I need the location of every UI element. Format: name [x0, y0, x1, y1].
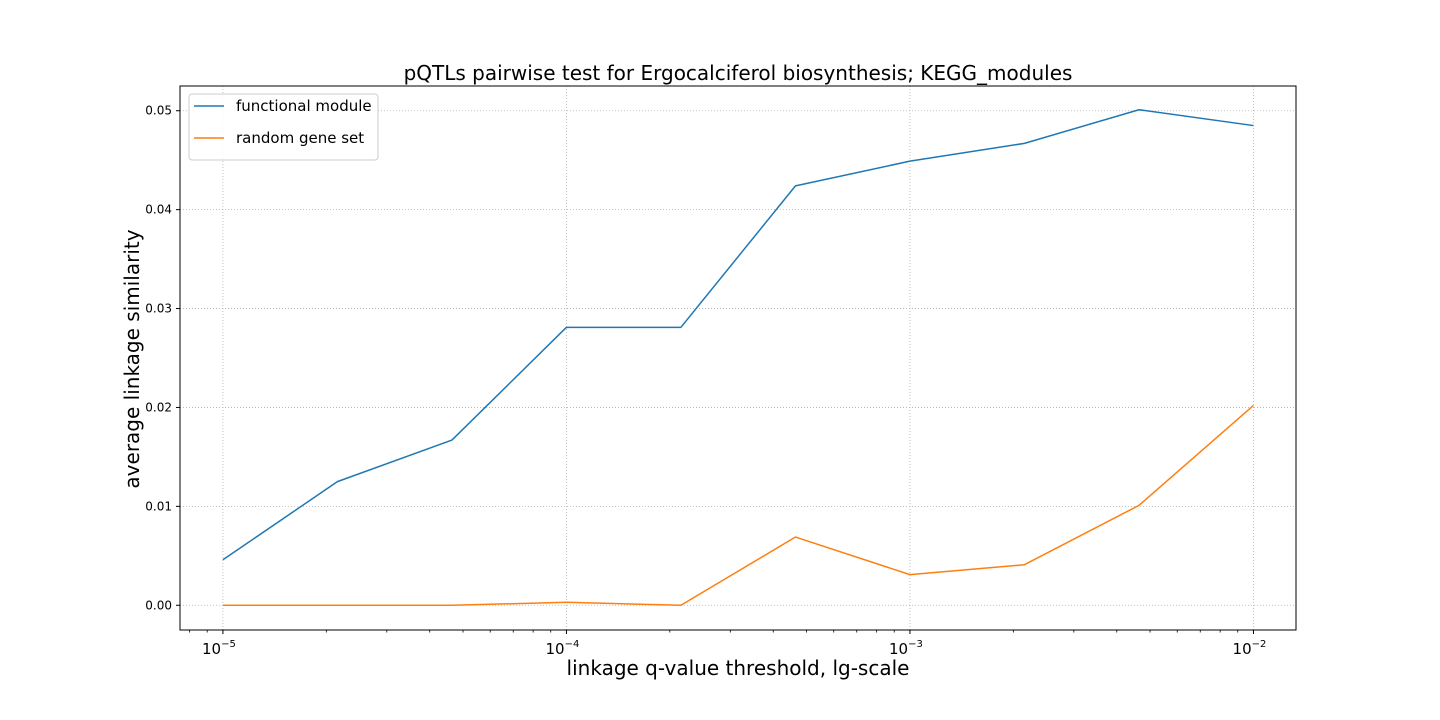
x-tick-label: 10−3	[889, 639, 923, 658]
legend-box	[188, 93, 379, 161]
series-line-1	[222, 108, 1254, 561]
y-axis-label: average linkage similarity	[120, 229, 144, 488]
y-tick-label: 0.03	[145, 302, 172, 316]
y-tick-label: 0.05	[145, 104, 172, 118]
legend-label-1: functional module	[236, 97, 372, 115]
y-tick-label: 0.01	[145, 499, 172, 513]
x-tick-label: 10−4	[546, 639, 580, 658]
chart-title: pQTLs pairwise test for Ergocalciferol b…	[404, 61, 1073, 85]
y-tick-label: 0.02	[145, 400, 172, 414]
x-tick-label: 10−2	[1233, 639, 1267, 658]
axes-frame	[179, 85, 1297, 631]
x-axis-label: linkage q-value threshold, lg-scale	[567, 656, 910, 680]
y-tick-label: 0.00	[145, 598, 172, 612]
plot-area: 0.00 0.01 0.02 0.03 0.04 0.05 10−5 10−4 10−3 10−2…	[145, 85, 1297, 658]
y-tick-label: 0.04	[145, 203, 172, 217]
legend-label-2: random gene set	[236, 129, 364, 147]
series-line-2	[222, 404, 1254, 607]
x-tick-label: 10−5	[202, 639, 236, 658]
